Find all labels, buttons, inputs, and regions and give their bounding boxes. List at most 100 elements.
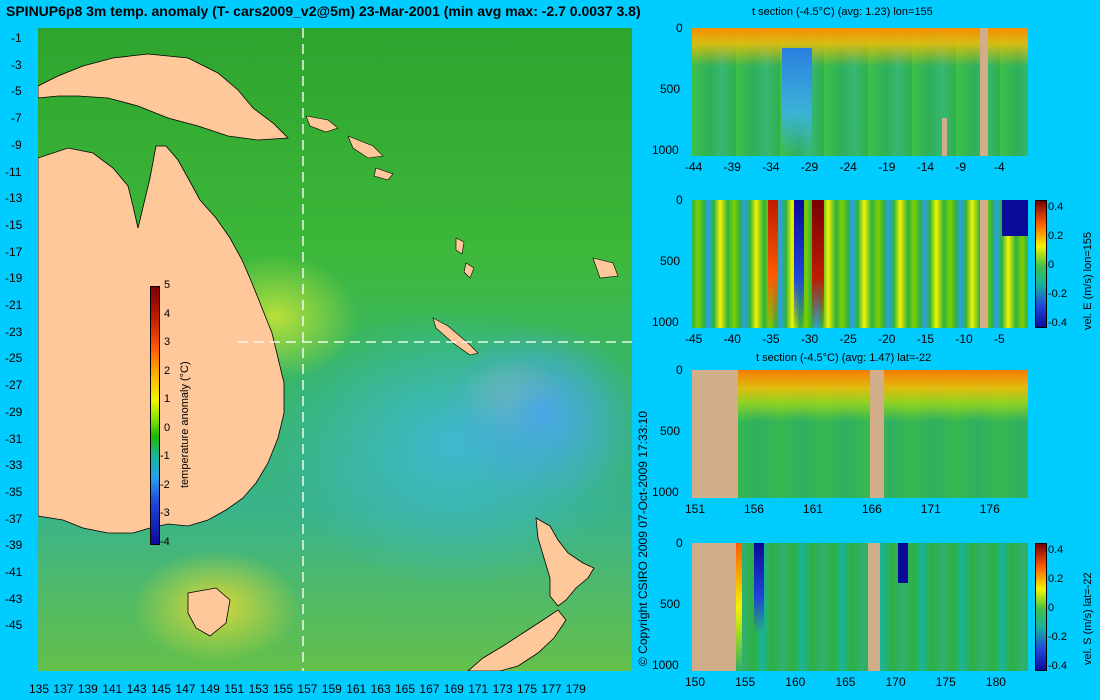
section2-x-tick: -10 <box>955 332 973 346</box>
map-y-tick: -9 <box>11 137 22 152</box>
section3-y-tick: 1000 <box>652 485 679 499</box>
map-colorbar-label: temperature anomaly (°C) <box>179 361 191 488</box>
section1-x-tick: -24 <box>839 160 857 174</box>
map-colorbar-tick: 4 <box>164 307 171 320</box>
map-y-tick: -35 <box>5 484 23 499</box>
section3-x-tick: 171 <box>920 502 941 516</box>
section3-x-tick: 156 <box>743 502 764 516</box>
section2-x-tick: -15 <box>916 332 935 346</box>
section1-x-tick: -34 <box>762 160 780 174</box>
map-colorbar-tick: -4 <box>160 536 170 548</box>
map-x-tick: 165 <box>395 682 416 696</box>
map-y-tick: -23 <box>5 324 23 339</box>
section1-x-tick: -39 <box>723 160 741 174</box>
section2-colorbar <box>1035 200 1047 328</box>
section-colorbar-tick: 0.2 <box>1048 230 1064 242</box>
map-x-tick: 167 <box>419 682 440 696</box>
section4-y-tick: 500 <box>660 597 681 611</box>
section1-y-tick: 1000 <box>652 143 679 157</box>
temperature-anomaly-map: 5 4 3 2 1 0 -1 -2 -3 -4 temperature anomaly (°C) <box>38 28 632 671</box>
section3-y-tick: 500 <box>660 424 681 438</box>
section1-x-tick: -44 <box>685 160 703 174</box>
section3-heatmap <box>692 370 1028 498</box>
section2-x-tick: -40 <box>723 332 741 346</box>
section1-x-tick: -19 <box>878 160 896 174</box>
section2-x-tick: -20 <box>878 332 896 346</box>
section4-colorbar <box>1035 543 1047 671</box>
land-new-guinea <box>38 53 289 141</box>
land-tasmania <box>187 587 231 637</box>
map-y-tick: -3 <box>11 57 22 72</box>
map-x-tick: 147 <box>175 682 196 696</box>
map-x-tick: 163 <box>370 682 391 696</box>
map-y-tick: -7 <box>11 111 22 126</box>
map-y-tick: -11 <box>5 164 22 179</box>
section4-y-tick: 1000 <box>652 658 679 672</box>
map-x-tick: 171 <box>468 682 489 696</box>
map-y-tick: -15 <box>5 217 23 232</box>
section3-y-tick: 0 <box>676 363 683 377</box>
map-x-tick: 173 <box>492 682 513 696</box>
map-y-tick: -37 <box>5 511 23 526</box>
section2-x-tick: -25 <box>839 332 857 346</box>
copyright-text: © Copyright CSIRO 2009 07-Oct-2009 17:33… <box>636 411 650 666</box>
map-y-tick: -41 <box>5 565 23 579</box>
section1-x-tick: -9 <box>955 160 967 174</box>
map-y-tick: -21 <box>5 298 23 312</box>
map-y-tick: -17 <box>5 244 23 259</box>
map-x-tick: 135 <box>29 682 50 696</box>
section2-y-tick: 1000 <box>652 315 679 329</box>
section1-heatmap <box>692 28 1028 156</box>
map-y-tick: -5 <box>11 84 22 99</box>
map-x-tick: 169 <box>443 682 464 696</box>
map-x-tick: 153 <box>248 682 269 696</box>
section4-x-tick: 155 <box>735 675 756 689</box>
land-australia <box>38 145 285 534</box>
map-x-tick: 155 <box>273 682 294 696</box>
map-x-tick: 145 <box>151 682 172 696</box>
section3-x-tick: 166 <box>861 502 882 516</box>
map-colorbar-tick: -2 <box>160 478 170 491</box>
section1-y-tick: 0 <box>676 21 683 35</box>
section2-x-tick: -30 <box>800 332 819 346</box>
map-x-tick: 143 <box>126 682 147 696</box>
section3-x-tick: 151 <box>685 502 706 516</box>
section1-title: t section (-4.5°C) (avg: 1.23) lon=155 <box>752 6 933 18</box>
map-colorbar-tick: 2 <box>164 364 171 377</box>
land-solomons <box>305 115 339 133</box>
section2-x-tick: -5 <box>993 332 1005 346</box>
section-colorbar-tick: -0.4 <box>1048 660 1067 672</box>
section4-colorbar-label: vel. S (m/s) lat=-22 <box>1082 572 1094 665</box>
section-colorbar-tick: 0 <box>1048 259 1055 271</box>
map-y-tick: -39 <box>5 538 23 553</box>
section2-x-tick: -45 <box>685 332 703 346</box>
section3-title: t section (-4.5°C) (avg: 1.47) lat=-22 <box>756 352 932 364</box>
section4-x-tick: 170 <box>885 675 906 689</box>
land-new-zealand-south <box>467 609 567 671</box>
section3-x-tick: 176 <box>979 502 1000 516</box>
map-colorbar <box>150 286 160 545</box>
map-y-tick: -45 <box>5 618 23 633</box>
section1-x-tick: -4 <box>993 160 1005 174</box>
map-y-tick: -13 <box>5 191 23 206</box>
section-colorbar-tick: 0.4 <box>1048 201 1064 213</box>
map-x-tick: 175 <box>517 682 538 696</box>
land-layer <box>38 28 632 671</box>
section4-x-tick: 175 <box>935 675 956 689</box>
section4-y-tick: 0 <box>676 536 683 550</box>
section1-x-tick: -29 <box>800 160 819 174</box>
section-colorbar-tick: -0.4 <box>1048 317 1067 329</box>
section1-y-tick: 500 <box>660 82 681 96</box>
section-colorbar-tick: 0 <box>1048 602 1055 614</box>
map-x-tick: 149 <box>199 682 220 696</box>
section-colorbar-tick: -0.2 <box>1048 631 1067 643</box>
map-colorbar-tick: 5 <box>164 279 171 291</box>
map-x-tick: 177 <box>541 682 562 696</box>
section4-x-tick: 180 <box>985 675 1006 689</box>
section2-colorbar-label: vel. E (m/s) lon=155 <box>1082 231 1094 330</box>
map-colorbar-tick: -3 <box>160 507 170 520</box>
section4-x-tick: 165 <box>835 675 856 689</box>
section-colorbar-tick: -0.2 <box>1048 288 1067 300</box>
land-new-caledonia <box>432 317 479 356</box>
map-y-tick: -27 <box>5 378 23 393</box>
